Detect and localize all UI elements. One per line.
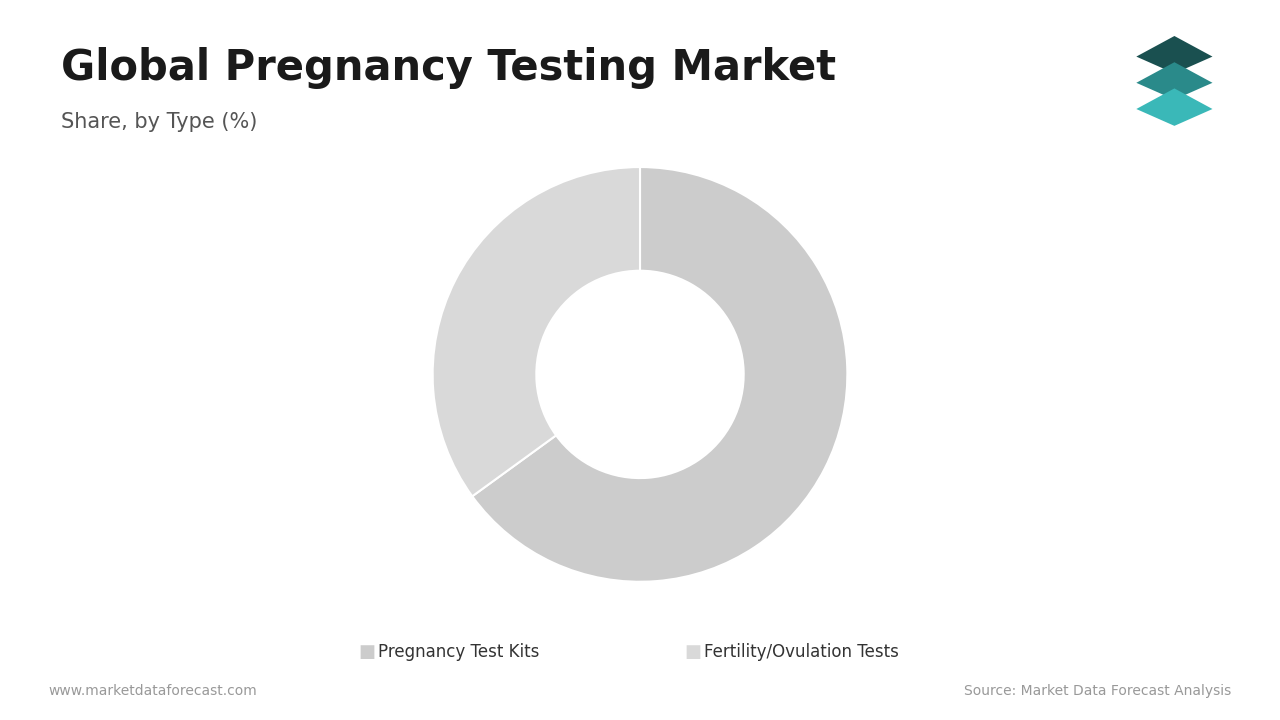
Text: ■: ■ bbox=[685, 642, 701, 661]
Wedge shape bbox=[472, 167, 847, 582]
Polygon shape bbox=[1137, 89, 1212, 126]
Wedge shape bbox=[433, 167, 640, 496]
Polygon shape bbox=[1137, 62, 1212, 99]
Text: Share, by Type (%): Share, by Type (%) bbox=[61, 112, 257, 132]
Text: www.marketdataforecast.com: www.marketdataforecast.com bbox=[49, 685, 257, 698]
Text: ■: ■ bbox=[358, 642, 375, 661]
Text: Pregnancy Test Kits: Pregnancy Test Kits bbox=[378, 642, 539, 661]
Text: Source: Market Data Forecast Analysis: Source: Market Data Forecast Analysis bbox=[964, 685, 1231, 698]
Text: Fertility/Ovulation Tests: Fertility/Ovulation Tests bbox=[704, 642, 899, 661]
Polygon shape bbox=[1137, 36, 1212, 73]
Text: Global Pregnancy Testing Market: Global Pregnancy Testing Market bbox=[61, 47, 837, 89]
